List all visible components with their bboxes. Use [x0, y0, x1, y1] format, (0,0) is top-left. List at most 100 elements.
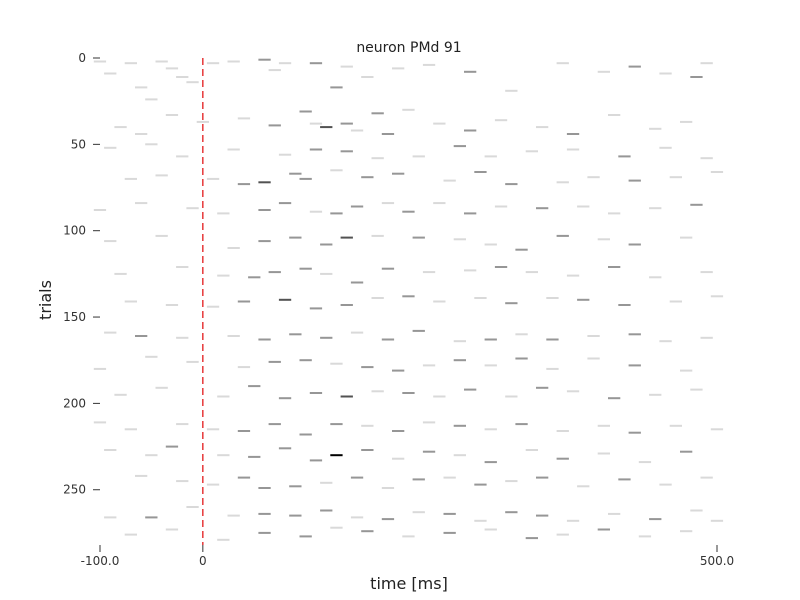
spike-mark	[114, 126, 127, 129]
spike-mark	[258, 181, 271, 184]
spike-mark	[412, 155, 425, 158]
spike-mark	[649, 276, 662, 279]
spike-mark	[474, 519, 487, 522]
spike-mark	[453, 454, 466, 457]
spike-mark	[700, 157, 713, 160]
spike-mark	[114, 272, 127, 275]
spike-mark	[227, 148, 240, 151]
spike-mark	[330, 526, 343, 529]
spike-mark	[217, 395, 230, 398]
spike-mark	[566, 148, 580, 151]
spike-mark	[340, 65, 353, 68]
spike-mark	[289, 333, 302, 336]
y-tick-label: 50	[71, 137, 86, 151]
spike-mark	[566, 133, 580, 135]
chart-title: neuron PMd 91	[356, 40, 461, 56]
spike-mark	[248, 385, 261, 388]
spike-mark	[443, 179, 456, 182]
spike-mark	[556, 181, 569, 184]
spike-mark	[320, 272, 333, 275]
y-axis-label: trials	[36, 280, 55, 320]
spike-mark	[361, 424, 374, 427]
spike-mark	[227, 60, 240, 63]
spike-mark	[206, 305, 220, 308]
spike-mark	[258, 487, 271, 489]
spike-mark	[700, 62, 713, 65]
spike-mark	[299, 267, 312, 270]
spike-mark	[494, 266, 508, 268]
spike-mark	[659, 340, 672, 343]
spike-mark	[628, 364, 641, 367]
spike-mark	[484, 364, 497, 367]
y-tick-label: 0	[78, 51, 86, 65]
spike-mark	[104, 449, 117, 451]
spike-mark	[556, 62, 569, 65]
spike-mark	[258, 209, 271, 211]
spike-mark	[484, 461, 497, 464]
spike-mark	[680, 530, 693, 533]
y-tick-label: 200	[63, 396, 86, 410]
spike-mark	[710, 295, 724, 298]
spike-mark	[309, 459, 323, 462]
spike-mark	[577, 205, 590, 208]
spike-mark	[433, 300, 446, 303]
spike-mark	[237, 300, 251, 303]
spike-mark	[330, 454, 343, 457]
spike-mark	[618, 304, 631, 306]
spike-mark	[402, 295, 415, 298]
spike-mark	[309, 392, 323, 394]
spike-mark	[299, 359, 312, 362]
spike-mark	[93, 367, 107, 370]
spike-mark	[474, 297, 487, 299]
spike-mark	[381, 487, 395, 489]
spike-mark	[104, 516, 117, 519]
spike-mark	[278, 202, 292, 205]
spike-mark	[464, 129, 477, 132]
spike-mark	[597, 528, 610, 531]
spike-mark	[464, 70, 477, 73]
spike-mark	[680, 450, 693, 453]
spike-mark	[289, 485, 302, 488]
spike-mark	[145, 143, 158, 146]
spike-mark	[597, 424, 610, 427]
spike-mark	[155, 174, 168, 177]
spike-mark	[371, 157, 384, 160]
x-tick-label: 500.0	[700, 554, 734, 568]
spike-mark	[608, 512, 621, 515]
spike-mark	[515, 357, 528, 360]
spike-mark	[217, 454, 230, 457]
spike-mark	[165, 304, 179, 306]
spike-mark	[453, 359, 466, 362]
spike-mark	[176, 336, 189, 339]
spike-mark	[505, 183, 518, 186]
spike-mark	[124, 62, 137, 65]
spike-mark	[124, 533, 137, 536]
spike-mark	[258, 58, 271, 61]
spike-mark	[320, 481, 333, 484]
spike-mark	[320, 126, 333, 129]
spike-mark	[309, 307, 323, 310]
spike-mark	[525, 150, 538, 153]
spike-mark	[145, 98, 158, 101]
spike-mark	[361, 366, 374, 369]
spike-mark	[330, 212, 343, 215]
spike-mark	[278, 62, 292, 65]
spike-mark	[443, 512, 456, 515]
spike-mark	[669, 300, 682, 303]
spike-mark	[155, 234, 168, 237]
y-tick-label: 150	[63, 310, 86, 324]
spike-mark	[299, 110, 312, 113]
spike-mark	[361, 530, 374, 533]
spike-mark	[381, 202, 395, 205]
spike-mark	[525, 271, 538, 274]
spike-mark	[145, 355, 158, 358]
spike-mark	[669, 424, 682, 427]
spike-mark	[350, 129, 364, 132]
spike-mark	[350, 516, 364, 519]
spike-mark	[258, 240, 271, 243]
spike-mark	[176, 423, 189, 426]
spike-mark	[278, 447, 292, 450]
spike-mark	[227, 335, 240, 337]
spike-mark	[659, 146, 672, 149]
spike-mark	[340, 395, 353, 398]
